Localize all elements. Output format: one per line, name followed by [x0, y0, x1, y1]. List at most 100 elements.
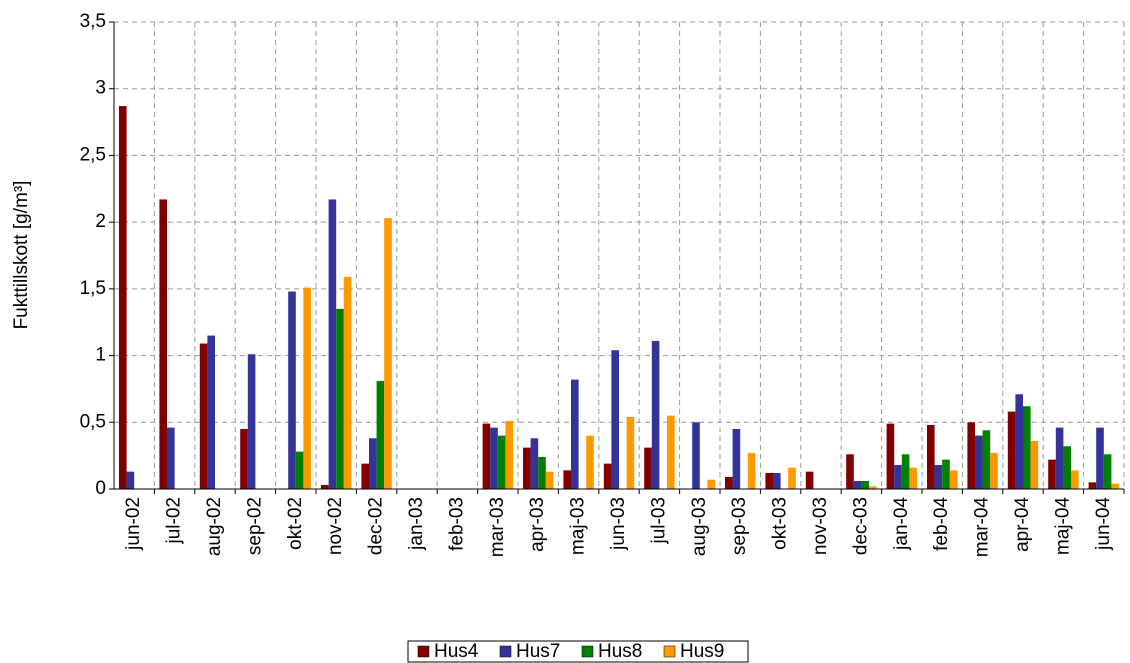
y-tick-label: 1 [95, 345, 106, 366]
bar [644, 447, 652, 489]
bar [247, 354, 256, 489]
x-tick-label: nov-03 [810, 497, 831, 555]
legend-label: Hus7 [516, 641, 560, 662]
bar [901, 454, 910, 489]
bar [927, 424, 935, 489]
y-axis-label: Fukttillskott [g/m³] [11, 181, 32, 330]
bar [336, 308, 344, 489]
x-tick-label: jun-02 [123, 497, 144, 551]
x-tick-label: maj-04 [1052, 497, 1073, 556]
bar [119, 106, 127, 489]
legend-swatch [581, 645, 594, 658]
x-tick-label: feb-03 [446, 497, 467, 551]
bar [295, 451, 304, 489]
x-tick-label: sep-02 [244, 497, 265, 555]
x-tick-label: nov-02 [325, 497, 346, 555]
bar [167, 427, 175, 489]
bar [942, 459, 950, 489]
bar [563, 470, 571, 489]
bar [1111, 483, 1119, 489]
bar [321, 484, 329, 489]
bar [545, 471, 554, 489]
x-tick-label: feb-04 [931, 497, 952, 551]
bar [1007, 411, 1016, 489]
legend-swatch [663, 645, 676, 658]
bar [530, 438, 539, 489]
bar [611, 350, 619, 489]
bar [376, 380, 385, 489]
bar [975, 435, 983, 489]
x-tick-label: apr-03 [527, 497, 548, 552]
bar [788, 467, 796, 489]
bar [707, 479, 715, 489]
x-tick-label: jul-03 [648, 497, 669, 544]
bar [126, 471, 135, 489]
bar [571, 379, 579, 489]
x-tick-label: maj-03 [568, 497, 589, 555]
bar [482, 423, 491, 489]
bar [603, 463, 612, 489]
bar [667, 415, 675, 489]
bar [490, 427, 498, 489]
x-tick-label: dec-03 [850, 497, 871, 555]
y-tick-label: 3 [95, 78, 106, 99]
x-tick-label: jan-03 [406, 497, 427, 551]
bar [1055, 427, 1064, 489]
bar [725, 476, 733, 489]
x-tick-label: okt-02 [285, 497, 306, 550]
bar [1063, 446, 1071, 489]
bar [934, 464, 943, 489]
legend-swatch [417, 645, 430, 658]
bar [1071, 470, 1079, 489]
x-tick-label: jun-03 [608, 497, 629, 551]
y-tick-label: 0 [95, 478, 106, 499]
bar [361, 463, 369, 489]
bar [861, 480, 869, 489]
bar [1030, 440, 1039, 489]
bar [328, 199, 337, 489]
bar [990, 452, 998, 489]
x-tick-label: sep-03 [729, 497, 750, 555]
x-tick-label: dec-02 [366, 497, 387, 555]
bar [288, 291, 296, 489]
x-tick-label: mar-03 [487, 497, 508, 557]
bar [1015, 394, 1023, 489]
bar [967, 422, 975, 489]
bar [765, 472, 773, 489]
bar [1048, 459, 1056, 489]
bar [853, 480, 862, 489]
bar [369, 438, 377, 489]
y-tick-label: 3,5 [80, 11, 106, 32]
legend-label: Hus9 [680, 641, 724, 662]
bar [1103, 454, 1112, 489]
bar [384, 218, 392, 489]
bar [505, 420, 513, 489]
bar [651, 340, 660, 489]
bar [949, 470, 958, 489]
x-tick-label: jun-04 [1093, 497, 1114, 551]
bar [692, 422, 700, 489]
x-tick-label: aug-02 [204, 497, 225, 556]
legend-swatch [499, 645, 512, 658]
bar [626, 416, 635, 489]
bar [886, 423, 895, 489]
bar [982, 430, 991, 489]
legend-label: Hus4 [434, 641, 479, 662]
bar [747, 452, 756, 489]
bar [538, 456, 546, 489]
x-tick-label: jan-04 [891, 497, 912, 551]
bar [159, 199, 167, 489]
bar [805, 471, 814, 489]
bar [523, 447, 531, 489]
y-tick-label: 2 [95, 211, 106, 232]
bar [343, 276, 352, 489]
bar [1088, 482, 1097, 489]
bar [240, 428, 248, 489]
bar [303, 287, 311, 489]
bar [773, 472, 781, 489]
x-tick-label: mar-04 [972, 497, 993, 558]
legend-label: Hus8 [598, 641, 642, 662]
bar [909, 467, 917, 489]
bar [586, 435, 594, 489]
